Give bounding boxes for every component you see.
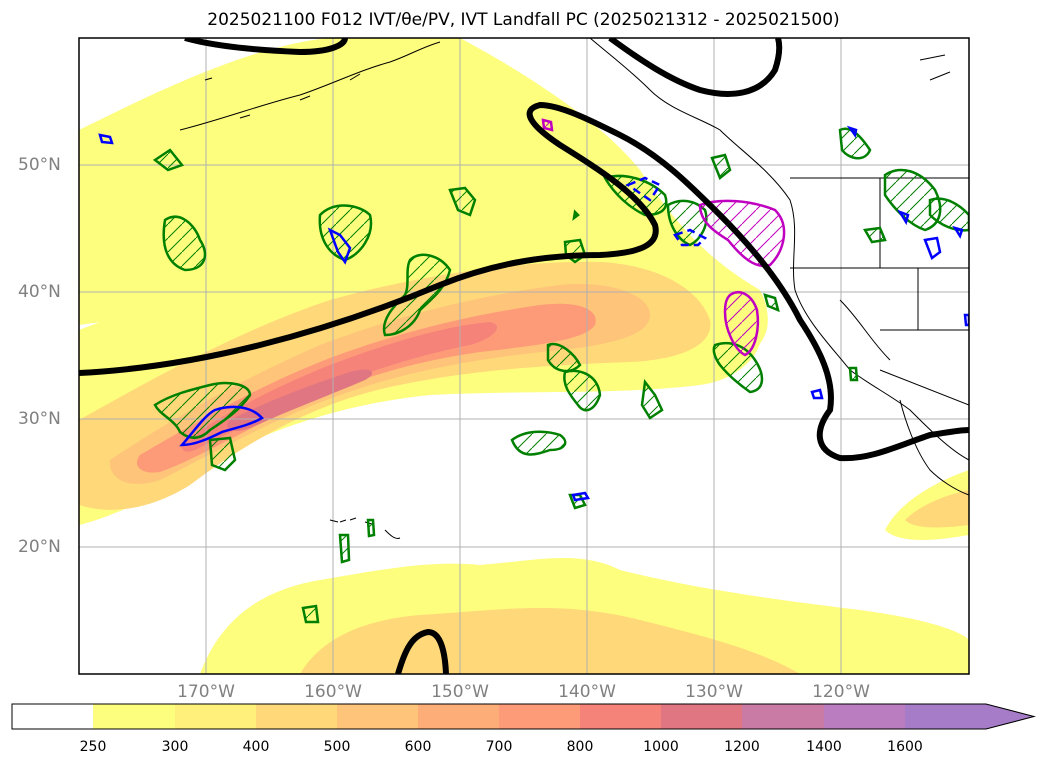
coastlines	[179, 38, 969, 539]
map-panel	[79, 38, 969, 674]
lon-label-170w: 170°W	[177, 682, 235, 702]
map-frame	[78, 37, 970, 675]
cb-label-700: 700	[485, 739, 513, 755]
cb-label-1000: 1000	[643, 739, 679, 755]
cb-swatch-5	[418, 704, 499, 729]
pv-negative-contours	[98, 125, 969, 502]
lat-label-30n: 30°N	[18, 409, 61, 429]
ivt-1000	[181, 322, 498, 452]
lat-label-40n: 40°N	[18, 282, 61, 302]
cb-swatch-6	[499, 704, 580, 729]
ivt-800	[136, 303, 596, 473]
ivt-shading	[79, 38, 969, 674]
cb-label-250: 250	[79, 739, 107, 755]
ivt-400-baja	[905, 490, 969, 528]
cb-swatch-7	[580, 704, 661, 729]
ivt-1200	[227, 369, 373, 431]
lon-label-160w: 160°W	[304, 682, 362, 702]
ivt-400-south	[300, 608, 800, 674]
cb-swatch-10	[824, 704, 905, 729]
map-title: 2025021100 F012 IVT/θe/PV, IVT Landfall …	[207, 10, 840, 30]
cb-label-800: 800	[566, 739, 594, 755]
cb-swatch-9	[742, 704, 824, 729]
cb-outline	[11, 703, 1036, 730]
lon-label-130w: 130°W	[685, 682, 743, 702]
lat-label-20n: 20°N	[18, 537, 61, 557]
cb-swatch-2	[175, 704, 256, 729]
cb-swatch-0	[12, 704, 93, 729]
cb-label-300: 300	[161, 739, 189, 755]
colorbar	[11, 703, 1036, 730]
cb-swatch-1	[93, 704, 175, 729]
lon-label-120w: 120°W	[812, 682, 870, 702]
cb-label-500: 500	[323, 739, 351, 755]
lat-label-50n: 50°N	[18, 155, 61, 175]
theta-e-contours	[79, 38, 969, 674]
cb-swatch-3	[256, 704, 337, 729]
cb-swatch-8	[661, 704, 742, 729]
cb-label-600: 600	[404, 739, 432, 755]
cb-extend-arrow	[905, 704, 1034, 729]
cb-label-1200: 1200	[724, 739, 760, 755]
lon-label-140w: 140°W	[558, 682, 616, 702]
cb-label-400: 400	[242, 739, 270, 755]
cb-label-1400: 1400	[806, 739, 842, 755]
cb-label-1600: 1600	[887, 739, 923, 755]
cb-swatch-4	[337, 704, 418, 729]
lon-label-150w: 150°W	[431, 682, 489, 702]
